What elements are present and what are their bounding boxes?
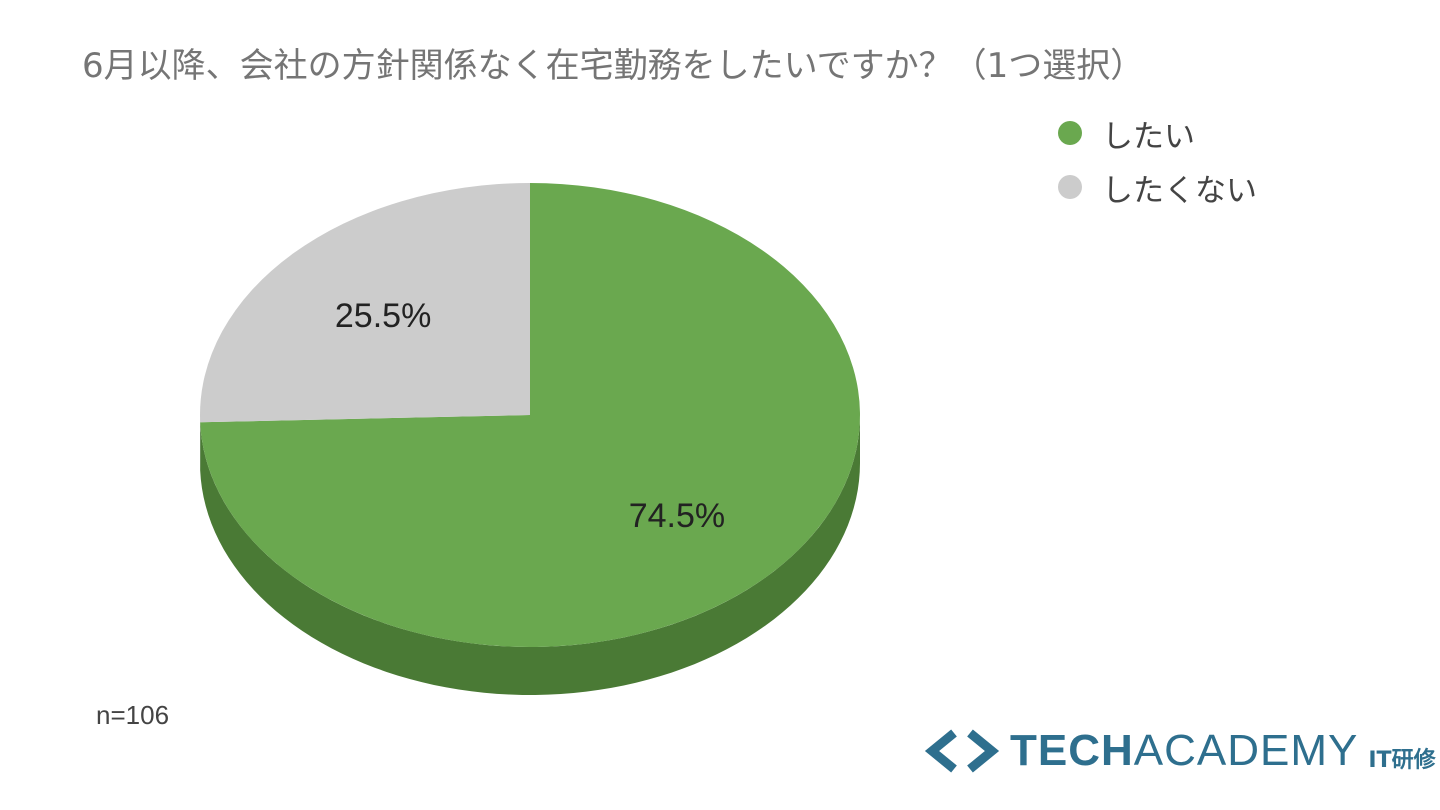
legend-label-want: したい: [1102, 118, 1195, 155]
chart-title: 6月以降、会社の方針関係なく在宅勤務をしたいですか？（1つ選択）: [82, 46, 1145, 86]
logo-text-tech: TECH: [1010, 726, 1134, 775]
legend: したい したくない: [1058, 106, 1257, 214]
legend-item-want[interactable]: したい: [1058, 106, 1257, 160]
pie-slice-side-0: [200, 415, 860, 695]
sample-size-note: n=106: [96, 700, 170, 730]
legend-label-not-want: したくない: [1102, 172, 1257, 209]
pie-value-label-0: 74.5%: [629, 497, 725, 535]
legend-swatch-not-want: [1058, 175, 1082, 199]
logo-text-academy: ACADEMY: [1133, 726, 1359, 775]
legend-swatch-want: [1058, 121, 1082, 145]
logo-subtitle: IT研修: [1368, 748, 1436, 773]
pie-value-label-1: 25.5%: [335, 297, 431, 335]
chevron-brackets-icon: [924, 729, 1000, 773]
pie-slice-1[interactable]: [199, 183, 530, 423]
pie-slice-0[interactable]: [200, 183, 860, 647]
legend-item-not-want[interactable]: したくない: [1058, 160, 1257, 214]
techacademy-logo[interactable]: TECH ACADEMY IT研修: [924, 726, 1436, 776]
